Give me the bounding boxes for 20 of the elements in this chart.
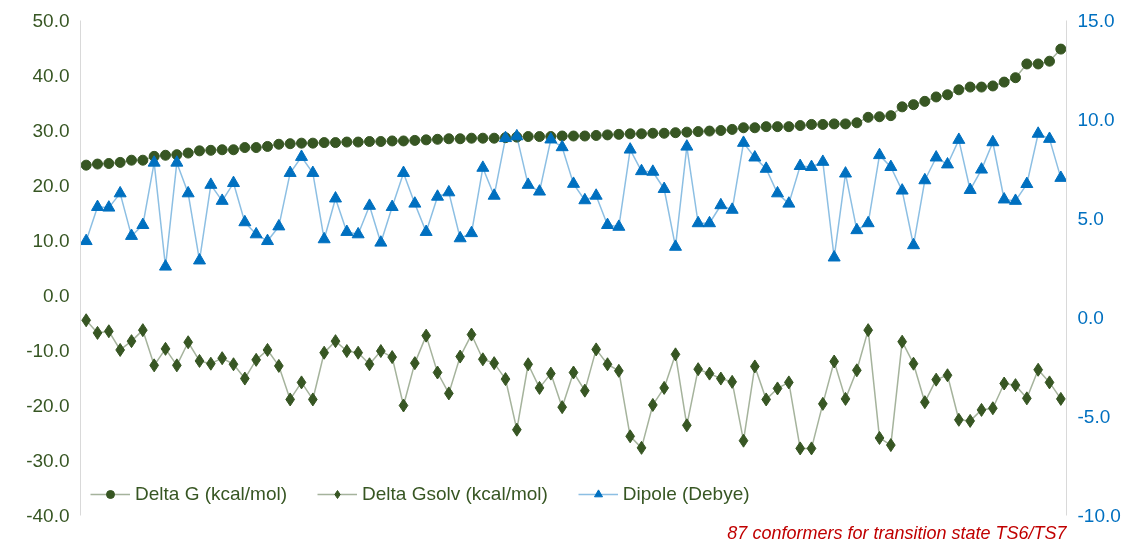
y-tick-label: 50.0 — [32, 10, 70, 31]
y2-tick-label: -5.0 — [1077, 406, 1111, 427]
y-tick-label: 20.0 — [32, 175, 70, 196]
y2-tick-label: 5.0 — [1077, 208, 1104, 229]
legend-label: Delta Gsolv (kcal/mol) — [362, 483, 548, 505]
y-tick-label: -20.0 — [26, 395, 70, 416]
legend-label: Delta G (kcal/mol) — [135, 483, 288, 505]
y2-tick-label: -10.0 — [1077, 505, 1121, 526]
y-tick-label: 10.0 — [32, 230, 70, 251]
y-tick-label: 40.0 — [32, 65, 70, 86]
y2-tick-label: 10.0 — [1077, 109, 1115, 130]
y-tick-label: 30.0 — [32, 120, 70, 141]
legend-label: Dipole (Debye) — [622, 483, 750, 505]
text: 87 conformers for transition state TS6/TS7 — [727, 522, 1068, 543]
y-tick-label: -10.0 — [26, 340, 70, 361]
y2-tick-label: 15.0 — [1077, 10, 1115, 31]
y-tick-label: -40.0 — [26, 505, 70, 526]
y-tick-label: 0.0 — [43, 285, 70, 306]
y2-tick-label: 0.0 — [1077, 307, 1104, 328]
y-tick-label: -30.0 — [26, 450, 70, 471]
